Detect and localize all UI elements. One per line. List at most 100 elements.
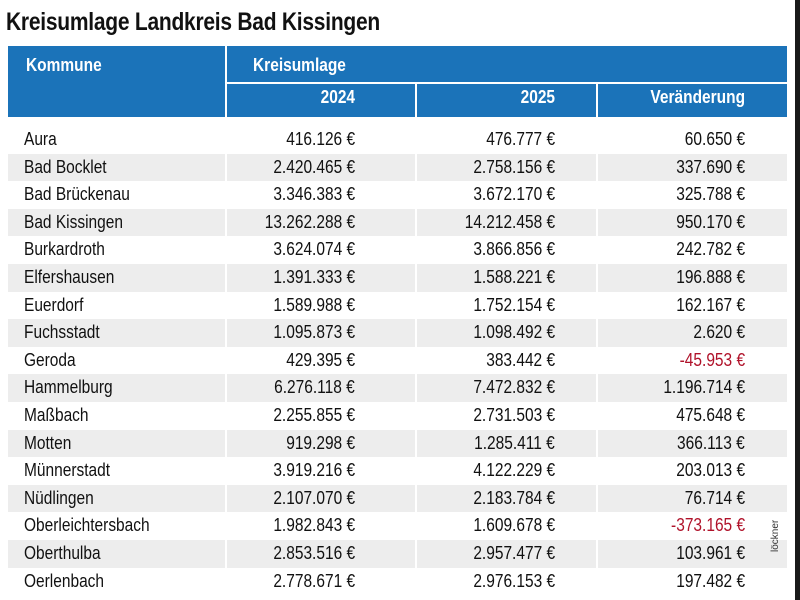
cell-2024: 1.095.873 €: [273, 322, 355, 343]
cell-2024: 1.589.988 €: [273, 294, 355, 315]
cell-change: 197.482 €: [676, 570, 745, 591]
cell-change: 76.714 €: [684, 487, 745, 508]
header-column-divider: [225, 46, 227, 117]
cell-kommune: Geroda: [24, 349, 76, 370]
cell-kommune: Fuchsstadt: [24, 322, 100, 343]
table-row: Fuchsstadt 1.095.873 € 1.098.492 € 2.620 €: [8, 319, 787, 347]
cell-2025: 1.752.154 €: [473, 294, 555, 315]
cell-2025: 7.472.832 €: [473, 377, 555, 398]
table-row: Geroda 429.395 € 383.442 € -45.953 €: [8, 347, 787, 375]
header-change: Veränderung: [650, 87, 745, 107]
cell-2024: 919.298 €: [286, 432, 355, 453]
table-row: Maßbach 2.255.855 € 2.731.503 € 475.648 €: [8, 402, 787, 430]
cell-2025: 2.957.477 €: [473, 542, 555, 563]
cell-kommune: Bad Brückenau: [24, 184, 130, 205]
cell-kommune: Motten: [24, 432, 72, 453]
cell-kommune: Burkardroth: [24, 239, 105, 260]
table-header: Kommune Kreisumlage 2024 2025 Veränderun…: [8, 46, 787, 117]
cell-change: 475.648 €: [676, 404, 745, 425]
cell-change: 103.961 €: [676, 542, 745, 563]
cell-2025: 1.285.411 €: [474, 432, 555, 453]
cell-2025: 4.122.229 €: [473, 460, 555, 481]
cell-kommune: Elfershausen: [24, 266, 115, 287]
cell-kommune: Bad Kissingen: [24, 211, 123, 232]
header-kreisumlage: Kreisumlage: [253, 55, 346, 75]
column-divider: [415, 117, 417, 600]
cell-change: 1.196.714 €: [663, 377, 745, 398]
cell-change: 2.620 €: [693, 322, 745, 343]
cell-2025: 3.672.170 €: [473, 184, 555, 205]
cell-2025: 1.098.492 €: [473, 322, 555, 343]
table-row: Nüdlingen 2.107.070 € 2.183.784 € 76.714 €: [8, 484, 787, 513]
header-spacer: [8, 117, 787, 126]
cell-2024: 2.107.070 €: [273, 487, 355, 508]
cell-2024: 13.262.288 €: [264, 211, 355, 232]
cell-2025: 1.609.678 €: [473, 515, 555, 536]
table-row: Bad Kissingen 13.262.288 € 14.212.458 € 950…: [8, 208, 787, 237]
cell-2024: 2.255.855 €: [273, 404, 355, 425]
cell-2025: 2.758.156 €: [473, 156, 555, 177]
cell-2024: 3.919.216 €: [273, 460, 355, 481]
table-row: Bad Bocklet 2.420.465 € 2.758.156 € 337.690…: [8, 153, 787, 182]
table-row: Oberthulba 2.853.516 € 2.957.477 € 103.961 …: [8, 539, 787, 568]
column-divider: [225, 117, 227, 600]
table-row: Oberleichtersbach 1.982.843 € 1.609.678 € -…: [8, 512, 787, 540]
cell-change: 203.013 €: [676, 460, 745, 481]
cell-2024: 6.276.118 €: [274, 377, 355, 398]
header-year-2025: 2025: [520, 87, 555, 107]
table-row: Elfershausen 1.391.333 € 1.588.221 € 196.88…: [8, 263, 787, 292]
table-row: Bad Brückenau 3.346.383 € 3.672.170 € 325.7…: [8, 181, 787, 209]
cell-2025: 3.866.856 €: [473, 239, 555, 260]
header-column-divider: [415, 83, 417, 117]
cell-change: -45.953 €: [679, 349, 745, 370]
cell-2025: 2.183.784 €: [473, 487, 555, 508]
header-kommune: Kommune: [26, 55, 102, 75]
cell-2025: 14.212.458 €: [464, 211, 555, 232]
cell-change: 242.782 €: [676, 239, 745, 260]
cell-kommune: Oerlenbach: [24, 570, 105, 591]
cell-change: 162.167 €: [676, 294, 745, 315]
table-row: Aura 416.126 € 476.777 € 60.650 €: [8, 126, 787, 154]
cell-change: 366.113 €: [677, 432, 745, 453]
cell-2024: 2.853.516 €: [273, 542, 355, 563]
cell-change: 60.650 €: [684, 129, 745, 149]
cell-2024: 2.778.671 €: [273, 570, 355, 591]
cell-2025: 476.777 €: [486, 129, 555, 149]
cell-change: 337.690 €: [676, 156, 745, 177]
cell-2024: 3.346.383 €: [273, 184, 355, 205]
cell-kommune: Oberthulba: [24, 542, 101, 563]
image-edge: [795, 0, 800, 600]
page-title: Kreisumlage Landkreis Bad Kissingen: [6, 8, 380, 36]
cell-2025: 2.976.153 €: [473, 570, 555, 591]
cell-2025: 383.442 €: [486, 349, 555, 370]
cell-change: 196.888 €: [676, 266, 745, 287]
table-row: Hammelburg 6.276.118 € 7.472.832 € 1.196.71…: [8, 374, 787, 402]
header-divider: [226, 82, 787, 84]
cell-change: 950.170 €: [676, 211, 745, 232]
cell-2024: 3.624.074 €: [273, 239, 355, 260]
cell-2024: 429.395 €: [286, 349, 355, 370]
table-row: Motten 919.298 € 1.285.411 € 366.113 €: [8, 429, 787, 458]
cell-kommune: Bad Bocklet: [24, 156, 107, 177]
cell-2024: 2.420.465 €: [273, 156, 355, 177]
table-row: Burkardroth 3.624.074 € 3.866.856 € 242.782…: [8, 236, 787, 264]
cell-kommune: Maßbach: [24, 404, 89, 425]
cell-change: -373.165 €: [670, 515, 745, 536]
cell-2024: 416.126 €: [286, 129, 355, 149]
column-divider: [596, 117, 598, 600]
cell-kommune: Oberleichtersbach: [24, 515, 150, 536]
table-row: Münnerstadt 3.919.216 € 4.122.229 € 203.013…: [8, 457, 787, 485]
photo-credit: löckner: [770, 519, 781, 552]
cell-kommune: Nüdlingen: [24, 487, 94, 508]
cell-kommune: Aura: [24, 129, 57, 149]
table-row: Euerdorf 1.589.988 € 1.752.154 € 162.167 €: [8, 292, 787, 320]
header-column-divider: [596, 83, 598, 117]
cell-2025: 1.588.221 €: [473, 266, 555, 287]
cell-kommune: Euerdorf: [24, 294, 84, 315]
cell-2025: 2.731.503 €: [473, 404, 555, 425]
cell-change: 325.788 €: [676, 184, 745, 205]
cell-2024: 1.982.843 €: [273, 515, 355, 536]
cell-kommune: Münnerstadt: [24, 460, 111, 481]
cell-kommune: Hammelburg: [24, 377, 113, 398]
